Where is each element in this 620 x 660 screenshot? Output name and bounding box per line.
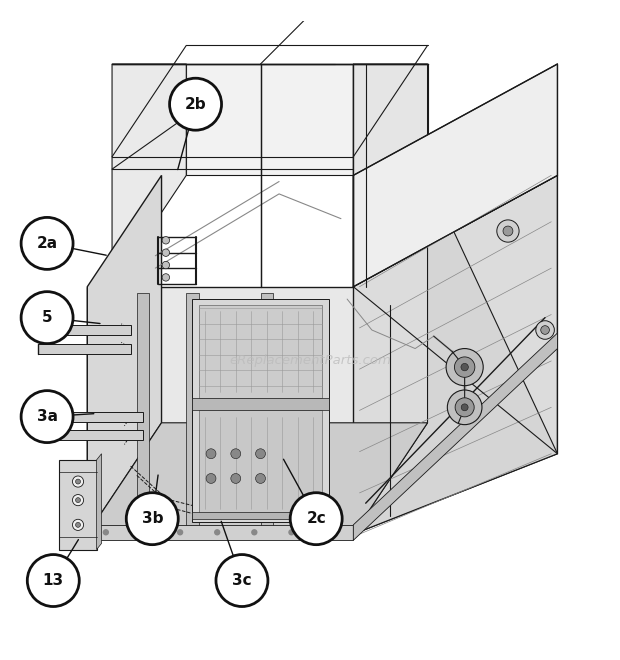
Polygon shape [97,453,102,550]
Circle shape [290,493,342,544]
Text: 13: 13 [43,573,64,588]
Polygon shape [87,423,428,534]
Polygon shape [38,430,143,440]
Circle shape [231,449,241,459]
Circle shape [76,479,81,484]
Circle shape [252,530,257,535]
Polygon shape [353,176,557,534]
Polygon shape [38,344,131,354]
Circle shape [162,249,170,256]
Circle shape [76,522,81,527]
Polygon shape [198,306,322,398]
Circle shape [21,292,73,344]
Circle shape [326,530,331,535]
Circle shape [27,554,79,607]
Polygon shape [186,293,198,528]
Polygon shape [137,293,149,528]
Circle shape [73,494,84,506]
Text: 3c: 3c [232,573,252,588]
Circle shape [455,398,474,417]
Circle shape [461,404,468,411]
Polygon shape [192,513,329,519]
Circle shape [536,321,554,339]
Polygon shape [38,325,131,335]
Circle shape [216,554,268,607]
Circle shape [170,79,221,130]
Circle shape [206,449,216,459]
Circle shape [446,348,483,385]
Polygon shape [198,411,322,515]
Polygon shape [87,176,162,534]
Polygon shape [353,176,557,534]
Polygon shape [186,64,428,176]
Circle shape [76,498,81,503]
Circle shape [206,473,216,483]
Circle shape [503,226,513,236]
Polygon shape [353,64,428,286]
Polygon shape [192,299,329,522]
Circle shape [497,220,519,242]
Text: 5: 5 [42,310,53,325]
Text: eReplacementParts.com: eReplacementParts.com [229,354,391,368]
Text: 2b: 2b [185,97,206,112]
Text: 2a: 2a [37,236,58,251]
Circle shape [141,530,146,535]
Circle shape [231,473,241,483]
Circle shape [126,493,178,544]
Circle shape [162,274,170,281]
Circle shape [104,530,108,535]
Circle shape [541,325,549,335]
Text: 3b: 3b [141,512,163,526]
Circle shape [289,530,294,535]
Circle shape [162,236,170,244]
Text: 3a: 3a [37,409,58,424]
Text: 2c: 2c [306,512,326,526]
Circle shape [255,473,265,483]
Circle shape [73,519,84,531]
Polygon shape [260,293,273,528]
Circle shape [21,217,73,269]
Circle shape [215,530,219,535]
Polygon shape [353,64,557,286]
Circle shape [177,530,182,535]
Polygon shape [60,460,97,550]
Polygon shape [87,286,353,534]
Circle shape [454,357,475,378]
Circle shape [255,449,265,459]
Circle shape [448,390,482,424]
Circle shape [461,364,468,371]
Polygon shape [353,64,557,286]
Polygon shape [87,525,353,541]
Circle shape [21,391,73,443]
Circle shape [162,261,170,269]
Polygon shape [353,333,557,541]
Circle shape [73,476,84,487]
Polygon shape [38,412,143,422]
Polygon shape [112,64,186,286]
Polygon shape [192,398,329,411]
